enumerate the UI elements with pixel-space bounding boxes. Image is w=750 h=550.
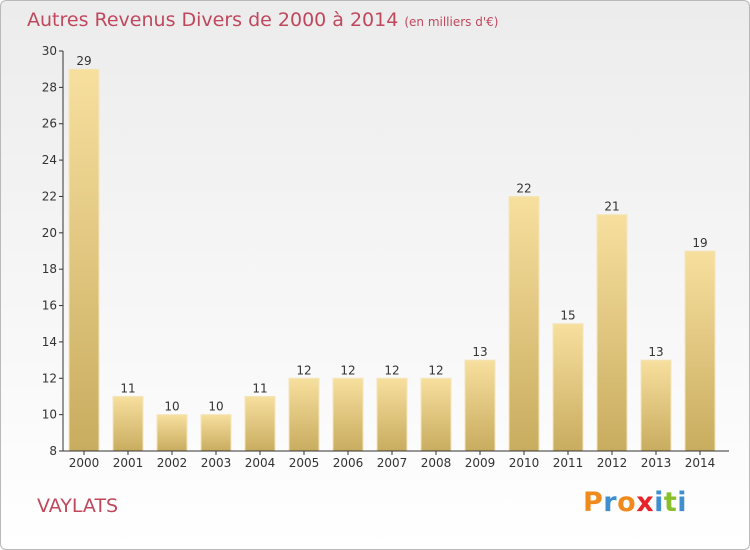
data-label-2006: 12 — [340, 363, 355, 377]
bar-2000 — [68, 68, 100, 452]
data-label-2012: 21 — [604, 200, 619, 214]
x-tick-label-2006: 2006 — [333, 456, 364, 470]
x-tick-label-2009: 2009 — [465, 456, 496, 470]
x-tick-label-2013: 2013 — [641, 456, 672, 470]
data-label-2011: 15 — [560, 309, 575, 323]
y-tick-label: 28 — [42, 80, 57, 94]
x-tick-label-2002: 2002 — [157, 456, 188, 470]
x-tick-label-2005: 2005 — [289, 456, 320, 470]
bar-2006 — [332, 377, 364, 452]
logo-letter: t — [663, 487, 678, 518]
data-label-2007: 12 — [384, 363, 399, 377]
bar-2012 — [596, 214, 628, 452]
y-tick-label: 22 — [42, 189, 57, 203]
x-tick-label-2003: 2003 — [201, 456, 232, 470]
logo-letter: i — [677, 487, 688, 518]
bar-2002 — [156, 414, 188, 452]
data-label-2004: 11 — [252, 381, 267, 395]
bars: 29 11 10 10 11 12 12 12 12 13 22 15 21 13 19 — [68, 54, 716, 452]
bar-2014 — [684, 250, 716, 452]
data-label-2009: 13 — [472, 345, 487, 359]
bar-2007 — [376, 377, 408, 452]
data-label-2008: 12 — [428, 363, 443, 377]
bar-2001 — [112, 395, 144, 452]
x-tick-label-2014: 2014 — [685, 456, 716, 470]
data-label-2014: 19 — [692, 236, 707, 250]
data-label-2001: 11 — [120, 381, 135, 395]
x-tick-label-2004: 2004 — [245, 456, 276, 470]
y-tick-label: 18 — [42, 262, 57, 276]
y-tick-label: 10 — [42, 408, 57, 422]
bar-2004 — [244, 395, 276, 452]
y-tick-label: 14 — [42, 335, 57, 349]
bar-2005 — [288, 377, 320, 452]
place-name: VAYLATS — [37, 495, 119, 517]
y-axis: 8 10 12 14 16 18 20 22 24 26 28 30 — [42, 44, 64, 458]
title-main: Autres Revenus Divers de 2000 à 2014 — [27, 9, 399, 31]
x-tick-label-2001: 2001 — [113, 456, 144, 470]
logo-letter: i — [654, 487, 664, 518]
x-tick-label-2007: 2007 — [377, 456, 408, 470]
y-tick-label: 24 — [42, 153, 57, 167]
logo-letter: P — [583, 487, 604, 518]
data-label-2003: 10 — [208, 400, 223, 414]
x-tick-label-2008: 2008 — [421, 456, 452, 470]
y-tick-label: 16 — [42, 299, 57, 313]
logo-letter: o — [617, 487, 637, 518]
bar-2013 — [640, 359, 672, 452]
chart-title: Autres Revenus Divers de 2000 à 2014 (en … — [27, 9, 498, 31]
data-label-2013: 13 — [648, 345, 663, 359]
x-tick-label-2010: 2010 — [509, 456, 540, 470]
data-label-2005: 12 — [296, 363, 311, 377]
bar-2008 — [420, 377, 452, 452]
y-tick-label: 30 — [42, 44, 57, 58]
bar-2010 — [508, 195, 540, 452]
y-tick-label: 8 — [49, 444, 57, 458]
title-unit: (en milliers d'€) — [404, 15, 499, 29]
x-tick-label-2012: 2012 — [597, 456, 628, 470]
y-tick-label: 12 — [42, 371, 57, 385]
bar-2003 — [200, 414, 232, 452]
data-label-2002: 10 — [164, 400, 179, 414]
data-label-2010: 22 — [516, 181, 531, 195]
logo-letter: r — [603, 487, 618, 518]
logo-letter: x — [636, 487, 655, 518]
y-tick-label: 20 — [42, 226, 57, 240]
x-axis: 2000 2001 2002 2003 2004 2005 2006 2007 2008 2009… — [63, 450, 729, 470]
proxiti-logo: Proxiti — [583, 487, 687, 518]
bar-2011 — [552, 323, 584, 452]
data-label-2000: 29 — [76, 54, 91, 68]
y-tick-label: 26 — [42, 117, 57, 131]
x-tick-label-2000: 2000 — [69, 456, 100, 470]
x-tick-label-2011: 2011 — [553, 456, 584, 470]
bar-2009 — [464, 359, 496, 452]
